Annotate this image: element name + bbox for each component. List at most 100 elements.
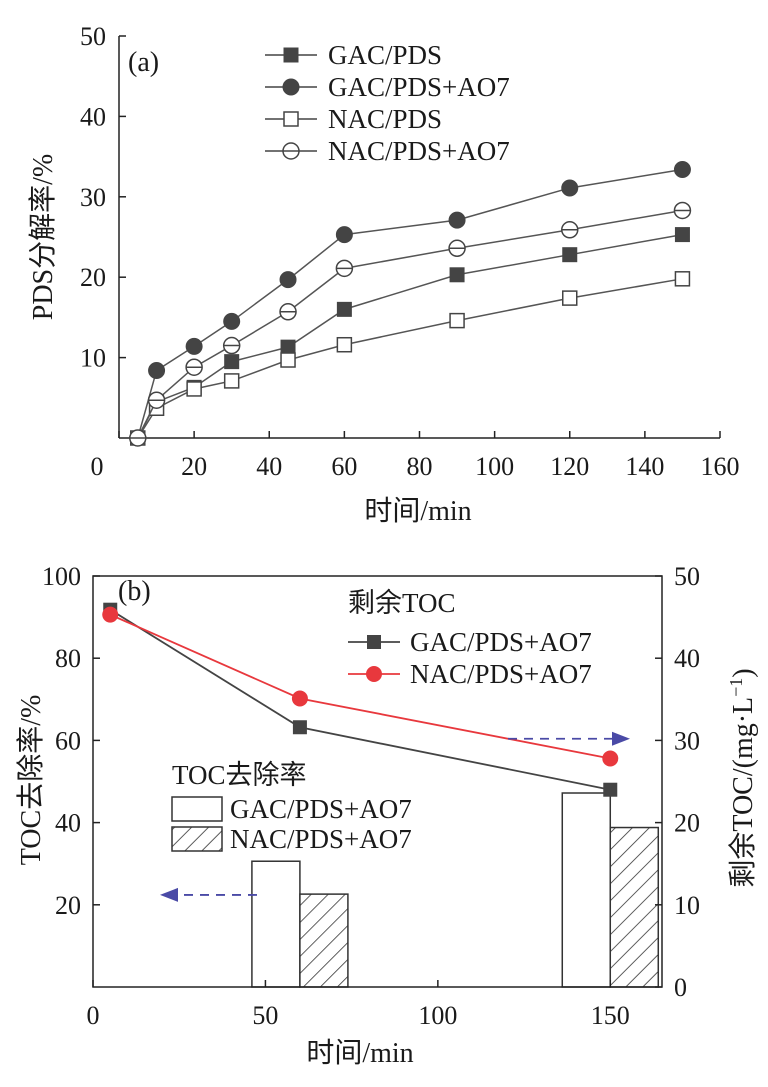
bar-nac-pds-ao7 — [299, 893, 349, 988]
panel-b-right-y-tick-label: 0 — [674, 973, 687, 1002]
data-point-nac-pds-ao7 — [448, 239, 466, 258]
series-line-nac-pds-ao7 — [137, 209, 683, 439]
data-point-nac-pds — [186, 381, 202, 397]
panel-b-plot-frame — [92, 575, 663, 988]
panel-a: (a) 0 20 40 60 80 100 120 140 160 10 20 30 40 50 时间/… — [27, 22, 740, 527]
panel-b-left-y-tick-label: 80 — [55, 644, 81, 673]
panel-a-y-ticks: 10 20 30 40 50 — [80, 22, 126, 373]
data-point-nac-pds — [223, 373, 240, 389]
panel-a-y-tick-label: 40 — [80, 102, 106, 131]
data-point-nac-pds-ao7 — [673, 201, 692, 220]
panel-a-x-tick-label: 140 — [625, 452, 664, 481]
panel-a-x-ticks: 0 20 40 60 80 100 120 140 160 — [91, 431, 740, 481]
data-point-gac-pds-ao7 — [561, 179, 579, 197]
panel-b-left-y-ticks: 20 40 60 80 100 — [42, 562, 100, 920]
panel-b-x-tick-label: 50 — [252, 1001, 278, 1030]
data-point-nac-pds — [674, 271, 691, 287]
data-point-nac-pds-ao7 — [185, 358, 203, 376]
arrow-to-left-axis-head — [160, 887, 178, 902]
svg-text:NAC/PDS+AO7: NAC/PDS+AO7 — [410, 659, 592, 689]
panel-b-left-y-axis-title: TOC去除率/% — [15, 695, 47, 866]
data-point-nac-pds — [280, 352, 296, 368]
line-legend-title: 剩余TOC — [348, 588, 456, 618]
legend-item-remaining-gac: GAC/PDS+AO7 — [348, 627, 592, 657]
series-line-nac-pds — [137, 278, 683, 439]
panel-b-left-y-tick-label: 40 — [55, 809, 81, 838]
series-nac-pds-ao7 — [129, 201, 692, 447]
svg-text:GAC/PDS+AO7: GAC/PDS+AO7 — [410, 627, 592, 657]
panel-a-y-axis-title: PDS分解率/% — [27, 154, 59, 320]
panel-a-x-tick-label: 40 — [256, 452, 282, 481]
data-point-gac-pds-ao7 — [279, 271, 297, 289]
data-point-gac-pds — [224, 354, 240, 370]
data-point-gac-pds — [562, 247, 578, 263]
panel-b-bars — [251, 792, 660, 988]
remaining-toc-point-gac-pds-ao7 — [292, 720, 307, 735]
svg-text:GAC/PDS: GAC/PDS — [328, 40, 442, 70]
series-line-gac-pds — [137, 233, 683, 439]
panel-b-bar-legend: TOC去除率 GAC/PDS+AO7 NAC/PDS+AO7 — [171, 760, 412, 854]
arrow-to-right-axis-head — [612, 731, 630, 746]
panel-a-label: (a) — [128, 47, 159, 78]
data-point-gac-pds — [449, 267, 465, 283]
panel-b-x-tick-label: 0 — [87, 1001, 100, 1030]
data-point-nac-pds-ao7 — [279, 303, 297, 321]
series-nac-pds — [130, 271, 691, 446]
panel-a-x-tick-label: 0 — [91, 452, 104, 481]
legend-item-remaining-nac: NAC/PDS+AO7 — [348, 659, 592, 689]
data-point-gac-pds — [674, 227, 690, 243]
panel-a-y-tick-label: 50 — [80, 22, 106, 51]
svg-text:NAC/PDS+AO7: NAC/PDS+AO7 — [230, 824, 412, 854]
panel-b-x-ticks: 0 50 100 150 — [87, 980, 630, 1030]
remaining-toc-point-nac-pds-ao7 — [102, 606, 119, 623]
data-point-nac-pds — [449, 312, 465, 329]
data-point-gac-pds — [280, 339, 296, 355]
series-line-gac-pds-ao7 — [137, 168, 683, 439]
data-point-gac-pds-ao7 — [185, 337, 203, 355]
bar-gac-pds-ao7 — [561, 792, 612, 988]
remaining-toc-point-gac-pds-ao7 — [603, 782, 618, 797]
svg-text:GAC/PDS+AO7: GAC/PDS+AO7 — [328, 72, 510, 102]
legend-item-removal-nac: NAC/PDS+AO7 — [171, 824, 412, 854]
panel-a-x-tick-label: 120 — [550, 452, 589, 481]
panel-b-line-legend: 剩余TOC GAC/PDS+AO7 NAC/PDS+AO7 — [348, 588, 592, 689]
panel-a-y-tick-label: 30 — [80, 183, 106, 212]
legend-item-removal-gac: GAC/PDS+AO7 — [171, 794, 412, 824]
panel-a-series — [129, 160, 692, 447]
data-point-gac-pds-ao7 — [148, 361, 166, 379]
series-gac-pds — [130, 227, 690, 446]
bar-nac-pds-ao7 — [609, 826, 660, 988]
legend-item-gac-pds-ao7: GAC/PDS+AO7 — [265, 72, 510, 102]
panel-b-left-y-tick-label: 60 — [55, 726, 81, 755]
panel-b-right-y-tick-label: 10 — [674, 891, 700, 920]
panel-b-axes — [92, 575, 663, 988]
remaining-toc-point-nac-pds-ao7 — [602, 750, 619, 767]
panel-b: (b) 0 50 100 150 20 40 60 80 100 0 10 20 30 40 50 时间… — [15, 562, 759, 1069]
panel-b-right-y-tick-label: 20 — [674, 809, 700, 838]
panel-a-legend: GAC/PDS GAC/PDS+AO7 NAC/PDS NAC/PDS+AO7 — [265, 40, 510, 166]
panel-a-x-tick-label: 20 — [181, 452, 207, 481]
panel-b-left-y-tick-label: 20 — [55, 891, 81, 920]
data-point-gac-pds-ao7 — [335, 226, 353, 244]
panel-b-right-y-tick-label: 50 — [674, 562, 700, 591]
data-point-nac-pds-ao7 — [129, 429, 147, 447]
series-gac-pds-ao7 — [129, 160, 691, 447]
panel-b-x-axis-title: 时间/min — [306, 1037, 413, 1069]
panel-b-right-y-ticks: 0 10 20 30 40 50 — [655, 562, 700, 1002]
data-point-nac-pds-ao7 — [335, 259, 354, 278]
panel-a-x-axis-title: 时间/min — [364, 495, 471, 527]
data-point-gac-pds — [336, 301, 352, 317]
panel-b-right-y-tick-label: 40 — [674, 644, 700, 673]
panel-a-y-tick-label: 20 — [80, 263, 106, 292]
panel-a-y-tick-label: 10 — [80, 344, 106, 373]
data-point-gac-pds-ao7 — [448, 211, 466, 229]
svg-text:NAC/PDS: NAC/PDS — [328, 104, 442, 134]
data-point-nac-pds — [562, 290, 578, 306]
panel-a-x-tick-label: 160 — [701, 452, 740, 481]
panel-b-arrows — [160, 731, 630, 902]
panel-b-x-tick-label: 150 — [591, 1001, 630, 1030]
data-point-gac-pds-ao7 — [223, 312, 241, 330]
svg-text:NAC/PDS+AO7: NAC/PDS+AO7 — [328, 136, 510, 166]
panel-a-x-tick-label: 100 — [475, 452, 514, 481]
data-point-nac-pds-ao7 — [222, 336, 241, 355]
